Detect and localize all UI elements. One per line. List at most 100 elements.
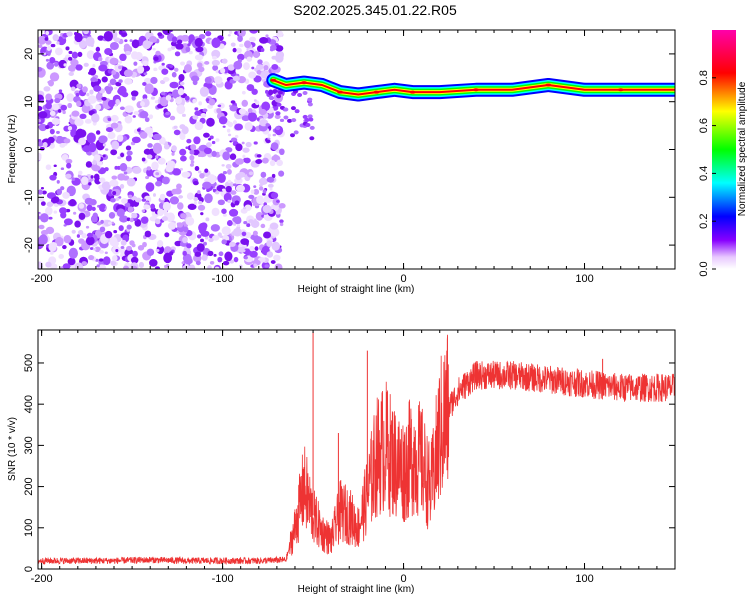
- noise-blob: [242, 154, 246, 159]
- noise-blob: [182, 236, 188, 244]
- noise-blob: [49, 110, 56, 117]
- noise-blob: [248, 171, 254, 176]
- noise-blob: [119, 215, 129, 223]
- noise-blob: [107, 117, 112, 122]
- noise-blob: [120, 239, 127, 246]
- noise-blob: [272, 133, 277, 137]
- noise-blob: [171, 71, 177, 78]
- noise-blob: [98, 64, 108, 72]
- noise-blob: [195, 46, 204, 53]
- noise-blob: [183, 257, 193, 265]
- noise-blob: [48, 242, 57, 252]
- noise-blob: [279, 219, 284, 224]
- noise-blob: [190, 75, 200, 82]
- noise-blob: [91, 165, 101, 172]
- noise-blob: [99, 226, 106, 233]
- noise-blob: [110, 114, 119, 122]
- noise-blob: [174, 51, 181, 57]
- ridge-point: [545, 83, 552, 87]
- noise-blob: [98, 258, 104, 262]
- noise-blob: [76, 100, 82, 107]
- noise-blob: [162, 201, 171, 211]
- noise-blob: [266, 240, 273, 247]
- noise-blob: [232, 75, 240, 82]
- noise-blob: [40, 229, 49, 236]
- noise-blob: [148, 114, 154, 120]
- noise-blob: [49, 128, 55, 135]
- noise-blob: [241, 99, 249, 107]
- noise-blob: [279, 118, 285, 123]
- noise-blob: [267, 133, 272, 137]
- noise-blob: [142, 82, 147, 86]
- noise-blob: [164, 264, 168, 269]
- noise-blob: [214, 76, 223, 85]
- noise-blob: [60, 167, 65, 171]
- noise-blob: [53, 210, 58, 214]
- noise-blob: [38, 125, 44, 130]
- noise-blob: [184, 95, 190, 101]
- noise-blob: [115, 249, 119, 253]
- noise-blob: [132, 166, 142, 174]
- noise-blob: [214, 191, 220, 195]
- noise-blob: [246, 84, 255, 92]
- noise-blob: [234, 123, 243, 131]
- ridge-point: [617, 88, 624, 92]
- noise-blob: [224, 181, 234, 188]
- noise-blob: [85, 161, 93, 168]
- noise-blob: [205, 98, 210, 102]
- noise-blob: [95, 46, 101, 52]
- noise-blob: [279, 148, 285, 156]
- noise-blob: [262, 204, 272, 214]
- noise-blob: [107, 99, 115, 108]
- noise-blob: [233, 227, 242, 237]
- noise-blob: [77, 51, 83, 57]
- ridge-band: [272, 79, 675, 96]
- noise-blob: [88, 182, 92, 186]
- noise-blob: [209, 260, 215, 265]
- noise-blob: [78, 40, 87, 49]
- noise-blob: [92, 247, 97, 251]
- noise-blob: [42, 51, 47, 56]
- noise-blob: [146, 166, 152, 171]
- noise-blob: [146, 168, 153, 177]
- noise-blob: [222, 171, 227, 175]
- noise-blob: [222, 125, 226, 128]
- noise-blob: [278, 203, 286, 209]
- noise-blob: [120, 152, 125, 158]
- noise-blob: [181, 171, 191, 178]
- noise-blob: [88, 71, 92, 75]
- y-tick-label: 20: [23, 48, 35, 60]
- noise-blob: [93, 173, 100, 180]
- noise-blob: [227, 199, 231, 204]
- noise-blob: [137, 245, 145, 251]
- noise-blob: [132, 115, 136, 118]
- x-tick-label: -100: [212, 273, 234, 285]
- noise-blob: [274, 263, 283, 269]
- noise-blob: [217, 256, 223, 263]
- noise-blob: [77, 230, 84, 236]
- noise-blob: [109, 57, 119, 66]
- noise-blob: [104, 230, 113, 239]
- noise-blob: [189, 154, 195, 161]
- noise-blob: [139, 110, 149, 119]
- noise-blob: [241, 90, 246, 95]
- noise-blob: [243, 221, 248, 225]
- noise-blob: [260, 171, 267, 178]
- noise-blob: [246, 223, 251, 228]
- chart-title: S202.2025.345.01.22.R05: [293, 2, 457, 18]
- noise-blob: [212, 65, 219, 71]
- noise-blob: [78, 137, 87, 146]
- noise-blob: [142, 241, 147, 248]
- noise-blob: [241, 141, 245, 145]
- y-tick-label: 300: [23, 436, 35, 454]
- noise-blob: [206, 142, 212, 148]
- noise-blob: [212, 235, 220, 241]
- noise-blob: [100, 219, 104, 224]
- noise-blob: [104, 251, 108, 255]
- noise-blob: [290, 106, 296, 111]
- noise-blob: [105, 127, 114, 133]
- noise-blob: [253, 99, 257, 102]
- noise-blob: [38, 111, 48, 119]
- noise-blob: [225, 185, 232, 193]
- noise-blob: [78, 170, 83, 176]
